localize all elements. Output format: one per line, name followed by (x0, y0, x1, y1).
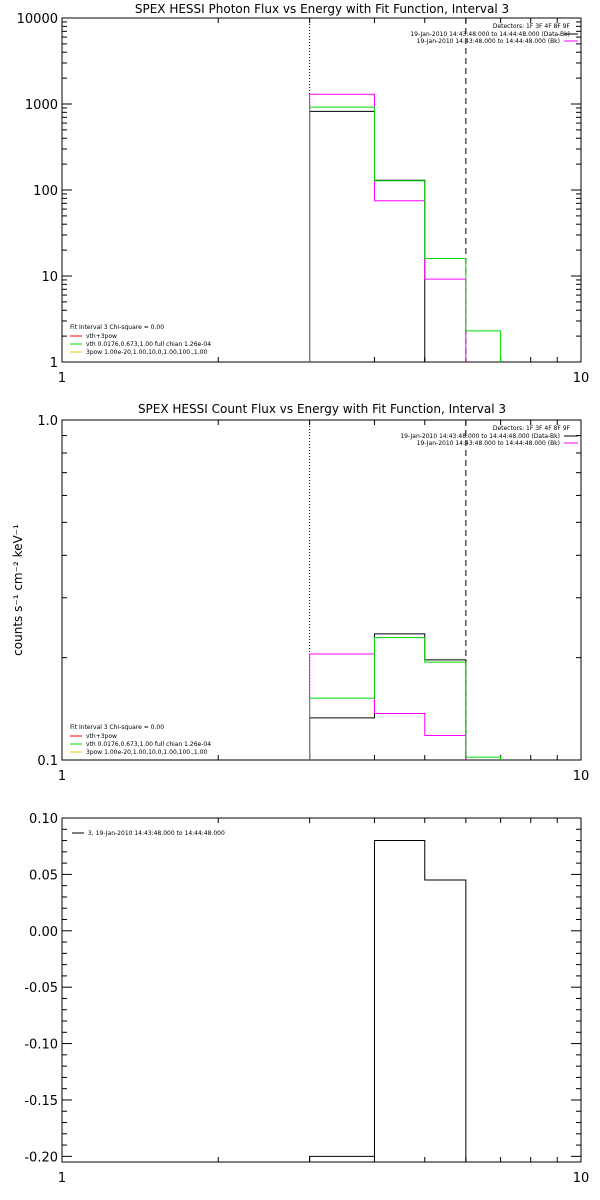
count-fit-interval-text: Fit Interval 3 Chi-square = 0.00 (70, 724, 164, 731)
photon-interval-lines (309, 18, 467, 362)
residuals-plot-frame (61, 817, 582, 1163)
count-fit-model-text: vth+3pow (86, 733, 117, 740)
residuals-series (309, 840, 467, 1162)
series-histogram-0 (309, 110, 426, 362)
y-tick-label: 0.05 (29, 868, 58, 883)
series-histogram-2 (309, 106, 502, 362)
series-histogram-2 (309, 637, 502, 760)
photon-legend-bottom: Fit Interval 3 Chi-square = 0.00 vth+3po… (70, 324, 211, 356)
series-histogram-0 (309, 633, 467, 760)
y-tick-label: -0.05 (24, 981, 58, 996)
y-tick-label: -0.10 (24, 1038, 58, 1053)
photon-xtick-10: 10 (573, 371, 590, 386)
residuals-histogram (309, 840, 467, 1162)
photon-axis-ticks: 1 10 100 1000 10000 (17, 12, 582, 371)
photon-plot-frame (61, 17, 582, 363)
y-tick-label: 10 (41, 270, 58, 285)
residuals-xtick-1: 1 (58, 1171, 66, 1186)
count-y-axis-label: counts s⁻¹ cm⁻² keV⁻¹ (11, 524, 25, 656)
photon-legend-data-bk: 19-Jan-2010 14:43:48.000 to 14:44:48.000… (410, 31, 570, 38)
count-interval-lines (309, 420, 467, 760)
count-flux-panel: SPEX HESSI Count Flux vs Energy with Fit… (11, 402, 589, 784)
count-detectors-text: Detectors: 1F 3F 4F 8F 9F (493, 425, 571, 432)
y-tick-label: -0.20 (24, 1150, 58, 1165)
count-xtick-1: 1 (58, 769, 66, 784)
y-tick-label: -0.15 (24, 1094, 58, 1109)
photon-detectors-text: Detectors: 1F 3F 4F 8F 9F (493, 23, 571, 30)
series-histogram-1 (309, 653, 467, 760)
count-fit-vth-text: vth 0.0176,0.673,1.00 full chian 1.26e-0… (86, 741, 211, 748)
residuals-legend-text: 3, 19-Jan-2010 14:43:48.000 to 14:44:48.… (88, 830, 225, 837)
y-tick-label: 1 (50, 356, 58, 371)
photon-legend-top: Detectors: 1F 3F 4F 8F 9F 19-Jan-2010 14… (410, 23, 578, 45)
count-legend-bottom: Fit Interval 3 Chi-square = 0.00 vth+3po… (70, 724, 211, 756)
y-tick-label: 100 (33, 184, 58, 199)
y-tick-label: 1000 (25, 98, 58, 113)
count-legend-top: Detectors: 1F 3F 4F 8F 9F 19-Jan-2010 14… (400, 425, 578, 447)
photon-fit-vth-text: vth 0.0176,0.673,1.00 full chian 1.26e-0… (86, 341, 211, 348)
residuals-axis-ticks: 0.10 0.05 0.00 -0.05 -0.10 -0.15 -0.20 (24, 812, 582, 1165)
count-legend-data-bk: 19-Jan-2010 14:43:48.000 to 14:44:48.000… (400, 433, 560, 440)
count-panel-title: SPEX HESSI Count Flux vs Energy with Fit… (138, 402, 506, 416)
count-plot-frame (61, 419, 582, 761)
y-tick-label: 0.1 (37, 754, 58, 769)
photon-legend-bk: 19-Jan-2010 14:43:48.000 to 14:44:48.000… (417, 38, 560, 45)
series-histogram-1 (309, 93, 467, 362)
photon-fit-interval-text: Fit Interval 3 Chi-square = 0.00 (70, 324, 164, 331)
y-tick-label: 10000 (17, 12, 58, 27)
y-tick-label: 0.00 (29, 925, 58, 940)
y-tick-label: 0.10 (29, 812, 58, 827)
residuals-panel: 0.10 0.05 0.00 -0.05 -0.10 -0.15 -0.20 1 10 3,… (24, 812, 589, 1186)
photon-fit-model-text: vth+3pow (86, 333, 117, 340)
photon-flux-panel: SPEX HESSI Photon Flux vs Energy with Fi… (17, 2, 590, 386)
count-legend-bk: 19-Jan-2010 14:43:48.000 to 14:44:48.000… (417, 440, 560, 447)
residuals-xtick-10: 10 (573, 1171, 590, 1186)
photon-fit-3pow-text: 3pow 1.00e-20,1.00,10.0,1.00,100.,1.00 (86, 349, 207, 356)
photon-panel-title: SPEX HESSI Photon Flux vs Energy with Fi… (135, 2, 509, 16)
count-series (309, 633, 502, 760)
y-tick-label: 1.0 (37, 414, 58, 429)
count-xtick-10: 10 (573, 769, 590, 784)
photon-xtick-1: 1 (58, 371, 66, 386)
count-fit-3pow-text: 3pow 1.00e-20,1.00,10.0,1.00,100.,1.00 (86, 749, 207, 756)
photon-series (309, 93, 502, 362)
